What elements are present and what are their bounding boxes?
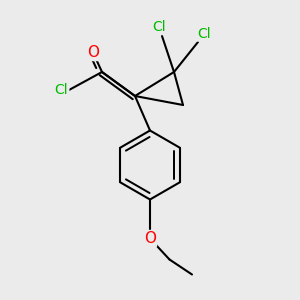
Text: Cl: Cl <box>55 83 68 97</box>
Text: O: O <box>144 231 156 246</box>
Text: Cl: Cl <box>152 20 166 34</box>
Text: Cl: Cl <box>197 27 211 40</box>
Text: O: O <box>87 45 99 60</box>
